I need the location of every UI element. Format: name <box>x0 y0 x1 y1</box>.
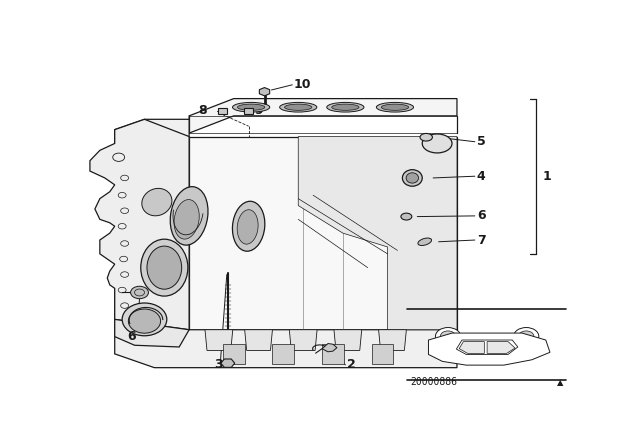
Circle shape <box>514 327 539 345</box>
Ellipse shape <box>401 213 412 220</box>
Text: 7: 7 <box>477 233 486 246</box>
Ellipse shape <box>376 103 413 112</box>
Circle shape <box>435 327 461 345</box>
Ellipse shape <box>174 199 199 239</box>
Ellipse shape <box>280 103 317 112</box>
Polygon shape <box>456 340 518 354</box>
Ellipse shape <box>418 238 431 246</box>
FancyBboxPatch shape <box>372 344 394 364</box>
Text: 4: 4 <box>477 170 486 183</box>
Polygon shape <box>189 137 457 330</box>
Ellipse shape <box>420 134 433 141</box>
Polygon shape <box>205 330 233 350</box>
Ellipse shape <box>141 239 188 296</box>
Ellipse shape <box>327 103 364 112</box>
Ellipse shape <box>142 189 172 216</box>
Polygon shape <box>459 342 484 353</box>
FancyBboxPatch shape <box>223 344 244 364</box>
Circle shape <box>518 331 534 342</box>
Text: 9: 9 <box>255 104 263 117</box>
Ellipse shape <box>285 104 312 110</box>
Ellipse shape <box>381 104 408 110</box>
FancyBboxPatch shape <box>322 344 344 364</box>
Polygon shape <box>487 342 515 353</box>
Polygon shape <box>334 330 362 350</box>
FancyBboxPatch shape <box>244 108 253 115</box>
FancyBboxPatch shape <box>273 344 294 364</box>
Text: 8: 8 <box>198 104 207 117</box>
Polygon shape <box>115 319 189 347</box>
Text: 2: 2 <box>347 358 356 371</box>
Text: 10: 10 <box>293 78 311 91</box>
Ellipse shape <box>332 104 359 110</box>
Polygon shape <box>298 137 457 330</box>
Polygon shape <box>189 99 457 133</box>
Ellipse shape <box>170 187 208 245</box>
Ellipse shape <box>147 246 182 289</box>
Polygon shape <box>221 359 235 367</box>
Circle shape <box>131 286 148 299</box>
Text: 3: 3 <box>214 358 223 371</box>
Ellipse shape <box>237 210 258 244</box>
Text: 6: 6 <box>477 209 485 222</box>
Ellipse shape <box>129 309 161 333</box>
Text: ▲: ▲ <box>557 378 564 387</box>
Polygon shape <box>428 333 550 365</box>
Polygon shape <box>322 344 337 352</box>
Polygon shape <box>115 119 189 143</box>
Ellipse shape <box>232 103 269 112</box>
Polygon shape <box>115 319 457 368</box>
Ellipse shape <box>422 134 452 153</box>
Ellipse shape <box>406 173 419 183</box>
Circle shape <box>440 331 456 342</box>
Ellipse shape <box>232 201 265 251</box>
Polygon shape <box>259 87 269 96</box>
Text: 5: 5 <box>477 135 486 148</box>
Ellipse shape <box>237 104 265 110</box>
Polygon shape <box>289 330 317 350</box>
Polygon shape <box>379 330 406 350</box>
Polygon shape <box>244 330 273 350</box>
Text: 6: 6 <box>127 330 136 343</box>
Text: 1: 1 <box>542 170 551 183</box>
Polygon shape <box>90 119 189 330</box>
Ellipse shape <box>122 303 167 336</box>
FancyBboxPatch shape <box>218 108 227 115</box>
Ellipse shape <box>403 170 422 186</box>
Text: 20000886: 20000886 <box>410 377 457 387</box>
Polygon shape <box>115 137 189 330</box>
